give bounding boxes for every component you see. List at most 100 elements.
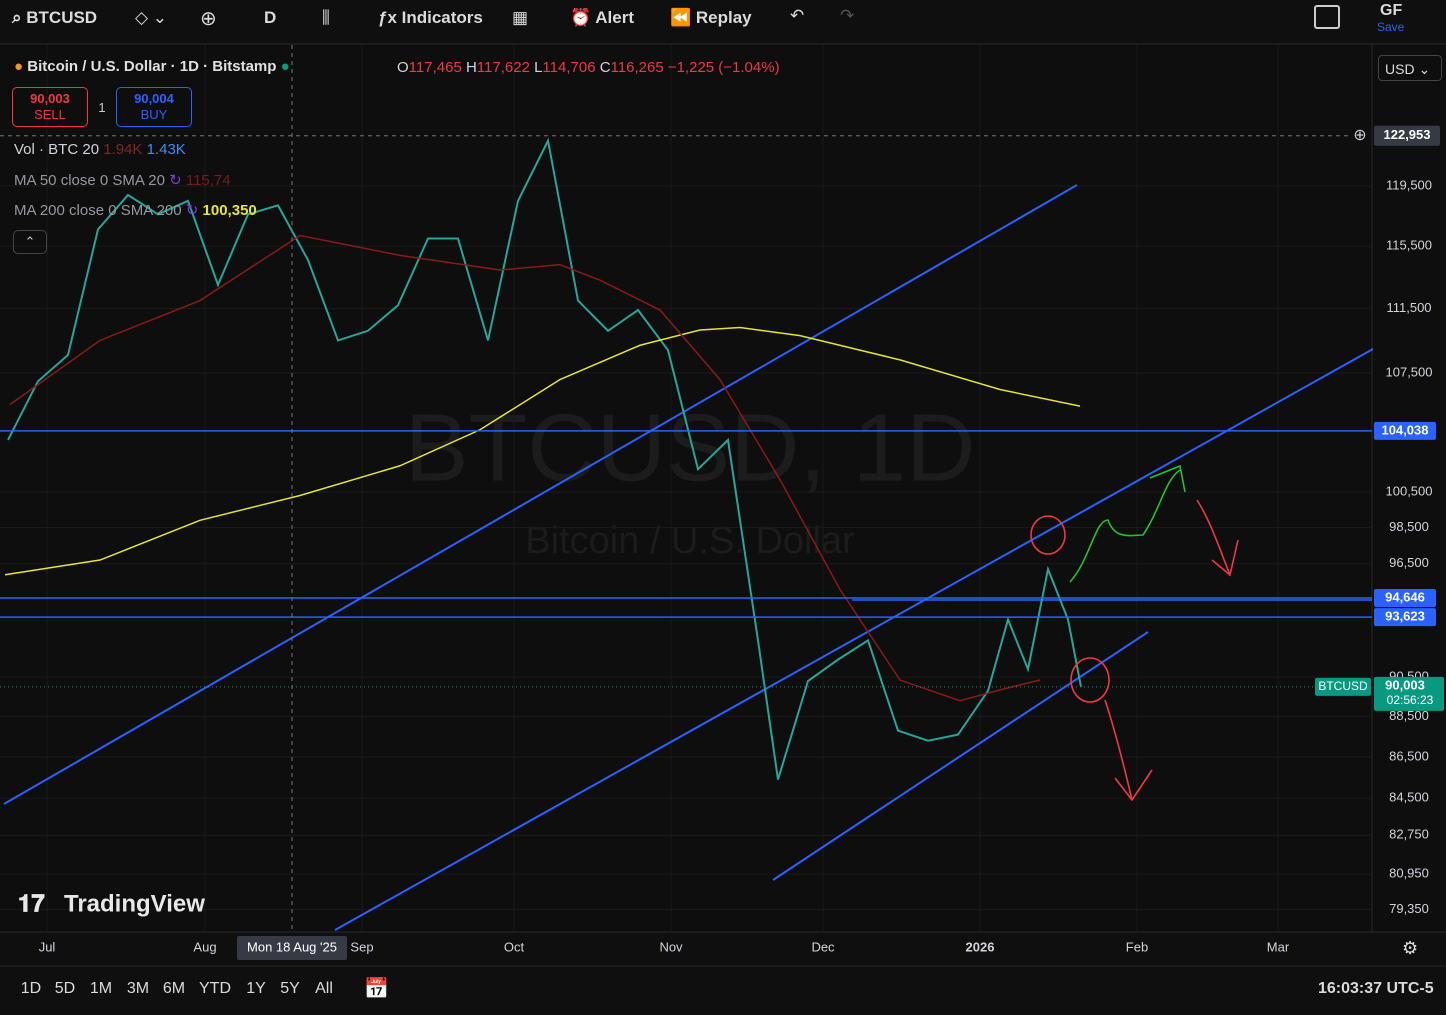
undo[interactable]: ↶ — [790, 6, 805, 25]
y-tick-label: 86,500 — [1389, 748, 1429, 763]
range-button[interactable]: YTD — [199, 980, 231, 997]
legend-title: ● Bitcoin / U.S. Dollar · 1D · Bitstamp … — [14, 58, 290, 75]
legend-name: MA 200 close 0 SMA 200 — [14, 202, 182, 219]
level-label: 93,623 — [1385, 609, 1425, 624]
y-tick-label: 80,950 — [1389, 866, 1429, 881]
currency-select[interactable]: USD ⌄ — [1378, 55, 1442, 81]
grid — [0, 45, 1372, 930]
chart-type[interactable]: ⫼ — [322, 8, 330, 27]
symbol-tag: BTCUSD — [1318, 679, 1368, 693]
range-button[interactable]: 5D — [54, 980, 76, 997]
arrow-annotation — [1196, 499, 1239, 577]
redo[interactable]: ↷ — [840, 6, 855, 25]
circle-annotation — [1070, 657, 1110, 703]
y-tick-label: 98,500 — [1389, 519, 1429, 534]
indicators-label: Indicators — [401, 8, 483, 27]
watermark-symbol: BTCUSD, 1D — [405, 394, 976, 501]
user[interactable]: GF — [1380, 2, 1403, 19]
ma50-legend: MA 50 close 0 SMA 20 ↻ 115,74 — [14, 172, 231, 189]
crosshair-price-box — [1374, 125, 1440, 146]
y-tick-label: 79,350 — [1389, 901, 1429, 916]
symbol-tag-box — [1315, 677, 1371, 696]
x-tick-label: Oct — [504, 939, 525, 954]
save[interactable]: Save — [1377, 20, 1405, 34]
templates[interactable]: ▦ — [512, 8, 529, 27]
ohlc-value: 114,706 — [542, 59, 596, 76]
x-tick-label: Nov — [659, 939, 683, 954]
level-label: 104,038 — [1382, 422, 1429, 437]
legend-symbol: Bitcoin / U.S. Dollar · 1D · Bitstamp — [27, 58, 277, 75]
series-line — [7, 137, 1082, 780]
symbol-menu[interactable]: ◇ ⌄ — [135, 8, 168, 27]
series — [0, 45, 1372, 930]
level-label: 94,646 — [1385, 589, 1425, 604]
ma200-legend: MA 200 close 0 SMA 200 ↻ 100,350 — [14, 202, 257, 219]
level-label-box — [1374, 588, 1436, 607]
interval[interactable]: D — [264, 8, 277, 27]
date-range-button[interactable]: 📅 — [364, 978, 389, 1000]
top-toolbar — [0, 0, 1446, 36]
level-label-box — [1374, 421, 1436, 440]
range-button[interactable]: 6M — [162, 980, 186, 997]
collapse-legend[interactable]: ⌃ — [13, 230, 47, 254]
trend-line — [3, 184, 1078, 805]
buy-button[interactable]: 90,004 BUY — [116, 87, 192, 127]
ohlc-letter: L — [534, 59, 543, 76]
legend-name: MA 50 close 0 SMA 20 — [14, 172, 165, 189]
level-label-box — [1374, 608, 1436, 627]
legend-name: Vol · BTC 20 — [14, 141, 100, 158]
sell-label: SELL — [34, 107, 66, 122]
alert-button[interactable]: ⏰ Alert — [570, 8, 634, 27]
legend-value: 1.43K — [146, 141, 186, 158]
crosshair-plus: ⊕ — [1353, 127, 1366, 144]
countdown: 02:56:23 — [1387, 693, 1434, 707]
settings[interactable]: ⚙ — [1402, 938, 1419, 958]
y-tick-label: 88,500 — [1389, 708, 1429, 723]
last-price-box — [1374, 676, 1444, 711]
ohlc: O117,465 H117,622 L114,706 C116,265 −1,2… — [397, 59, 780, 76]
x-tick-label: Feb — [1126, 939, 1148, 954]
range-button[interactable]: 5Y — [280, 980, 300, 997]
buy-label: BUY — [140, 107, 168, 122]
trend-line — [334, 348, 1374, 931]
trend-line — [772, 631, 1149, 881]
layout-button[interactable] — [1314, 5, 1340, 29]
add-symbol[interactable]: ⊕ — [200, 8, 217, 30]
y-tick-label: 96,500 — [1389, 555, 1429, 570]
buy-price: 90,004 — [134, 91, 174, 106]
logo: TradingView — [64, 890, 205, 917]
ohlc-value: 116,265 — [610, 59, 664, 76]
sell-button[interactable]: 90,003 SELL — [12, 87, 88, 127]
series-line — [9, 234, 1041, 702]
crosshair-date-box — [237, 936, 347, 960]
currency: USD — [1385, 61, 1415, 77]
legend-value: 115,74 — [185, 172, 231, 189]
ohlc-change: −1,225 (−1.04%) — [667, 59, 780, 76]
y-tick-label: 107,500 — [1386, 364, 1433, 379]
range-button[interactable]: 1D — [20, 980, 42, 997]
logo-mark: 𝟏𝟕 — [18, 890, 45, 917]
last-price-label: 90,003 — [1385, 677, 1425, 692]
replay-button[interactable]: ⏪ Replay — [670, 8, 752, 27]
price-axis: 119,500 115,500 111,500 107,500 100,500 98,50… — [39, 125, 1444, 960]
ohlc-letter: C — [599, 59, 611, 76]
range-button[interactable]: 1M — [89, 980, 113, 997]
spread: 1 — [98, 100, 106, 115]
y-tick-label: 84,500 — [1389, 790, 1429, 805]
indicators-button[interactable]: ƒx Indicators — [378, 8, 483, 27]
x-tick-label: 2026 — [966, 939, 995, 954]
annotations — [1030, 464, 1239, 802]
arrow-annotation — [1069, 464, 1186, 583]
crosshair-date: Mon 18 Aug '25 — [247, 939, 337, 954]
range-button[interactable]: 3M — [126, 980, 150, 997]
y-tick-label: 111,500 — [1386, 300, 1431, 315]
legend-value: 100,350 — [202, 202, 257, 219]
symbol-search[interactable]: ⌕ BTCUSD — [12, 8, 98, 27]
range-button[interactable]: 1Y — [246, 980, 266, 997]
ohlc-value: 117,465 — [408, 59, 462, 76]
trend-lines — [3, 184, 1374, 931]
circle-annotation — [1030, 515, 1066, 555]
range-button[interactable]: All — [315, 980, 333, 997]
